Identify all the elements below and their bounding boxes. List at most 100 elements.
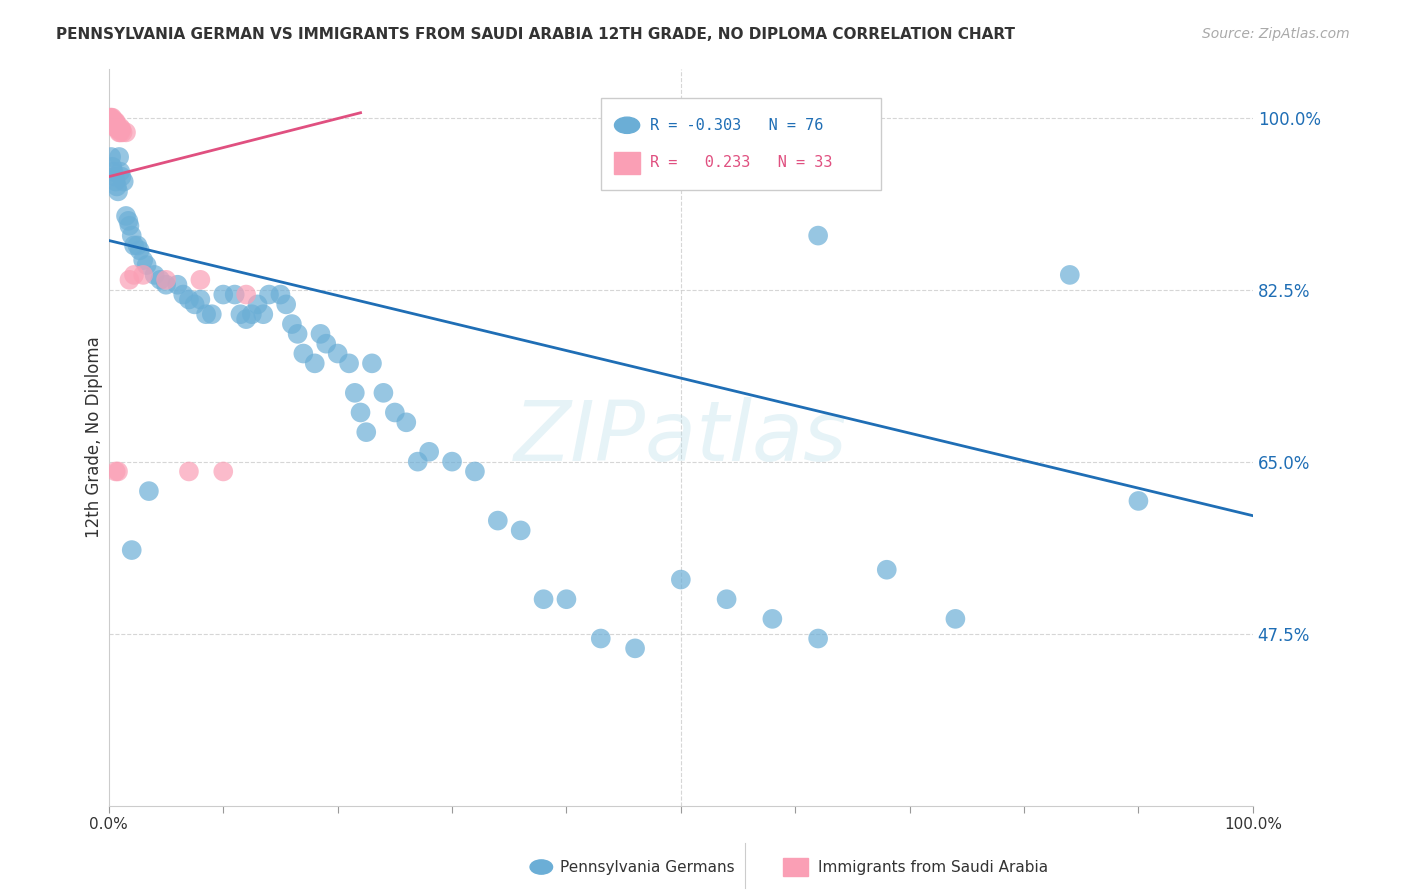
Point [105, 179, 128, 194]
Text: R = -0.303   N = 76: R = -0.303 N = 76 [650, 118, 824, 133]
Point [100, 150, 122, 164]
FancyBboxPatch shape [600, 98, 882, 190]
Point [201, 307, 224, 321]
Point [276, 297, 298, 311]
Point [281, 317, 304, 331]
Point [128, 244, 150, 258]
Point [149, 273, 172, 287]
Point [111, 125, 134, 139]
Point [107, 185, 129, 199]
Point [235, 312, 257, 326]
Point [100, 111, 122, 125]
Point [135, 258, 157, 272]
Text: Immigrants from Saudi Arabia: Immigrants from Saudi Arabia [818, 860, 1049, 874]
Point [555, 592, 578, 607]
Point [103, 120, 125, 134]
Point [240, 307, 263, 321]
Point [121, 543, 143, 558]
Point [101, 112, 124, 127]
Point [127, 238, 149, 252]
Point [98, 111, 121, 125]
Point [101, 160, 124, 174]
Point [257, 287, 280, 301]
Point [190, 293, 212, 307]
Point [103, 117, 125, 131]
Point [309, 326, 332, 341]
Point [110, 120, 132, 135]
Point [105, 119, 128, 133]
Point [104, 115, 127, 129]
Point [287, 326, 309, 341]
Point [229, 307, 252, 321]
Point [418, 445, 440, 459]
Point [269, 287, 291, 301]
Point [292, 346, 315, 360]
Point [172, 287, 194, 301]
Point [121, 228, 143, 243]
Point [326, 346, 349, 360]
Point [315, 336, 337, 351]
Point [118, 273, 141, 287]
Point [343, 385, 366, 400]
Point [104, 465, 127, 479]
Point [589, 632, 612, 646]
Point [624, 641, 647, 656]
Point [235, 287, 257, 301]
Point [195, 307, 218, 321]
Point [103, 114, 125, 128]
Text: ZIPatlas: ZIPatlas [515, 397, 848, 477]
Point [155, 277, 177, 292]
Point [441, 455, 464, 469]
Point [132, 253, 155, 268]
Point [122, 268, 145, 282]
Point [166, 277, 188, 292]
Point [876, 563, 898, 577]
Point [212, 287, 235, 301]
Point [138, 484, 160, 499]
Point [100, 112, 122, 127]
Point [112, 175, 135, 189]
Point [533, 592, 555, 607]
Point [509, 524, 531, 538]
Y-axis label: 12th Grade, No Diploma: 12th Grade, No Diploma [86, 336, 103, 538]
Point [122, 238, 145, 252]
Point [212, 465, 235, 479]
Point [807, 632, 830, 646]
Point [354, 425, 377, 439]
Point [945, 612, 967, 626]
Point [104, 175, 127, 189]
Point [101, 118, 124, 132]
Point [246, 297, 269, 311]
Point [103, 169, 125, 184]
Point [101, 111, 124, 125]
Point [118, 219, 141, 233]
Text: PENNSYLVANIA GERMAN VS IMMIGRANTS FROM SAUDI ARABIA 12TH GRADE, NO DIPLOMA CORRE: PENNSYLVANIA GERMAN VS IMMIGRANTS FROM S… [56, 27, 1015, 42]
Point [384, 405, 406, 419]
Point [190, 273, 212, 287]
Point [807, 228, 830, 243]
Point [224, 287, 246, 301]
Point [107, 465, 129, 479]
Point [349, 405, 371, 419]
Point [669, 573, 692, 587]
Text: Source: ZipAtlas.com: Source: ZipAtlas.com [1202, 27, 1350, 41]
Point [108, 122, 131, 136]
Point [177, 465, 200, 479]
Point [1128, 494, 1150, 508]
Text: Pennsylvania Germans: Pennsylvania Germans [560, 860, 734, 874]
Bar [614, 152, 640, 174]
Text: R =   0.233   N = 33: R = 0.233 N = 33 [650, 154, 832, 169]
Point [103, 113, 125, 128]
Point [105, 120, 128, 135]
Point [132, 268, 155, 282]
Point [716, 592, 738, 607]
Point [761, 612, 783, 626]
Point [304, 356, 326, 370]
Point [1059, 268, 1081, 282]
Circle shape [614, 117, 640, 134]
Point [177, 293, 200, 307]
Point [107, 122, 129, 136]
Point [110, 169, 132, 184]
Point [143, 268, 166, 282]
Point [155, 273, 177, 287]
